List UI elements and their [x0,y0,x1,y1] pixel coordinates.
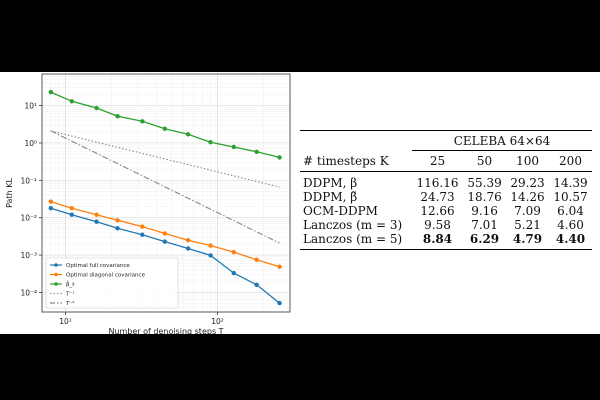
y-tick-label: 10⁻¹ [20,176,37,185]
data-point [140,232,145,237]
data-point [69,205,75,211]
legend-label: T⁻² [65,300,74,307]
table-cell: 7.01 [471,218,498,232]
legend-marker [54,282,58,286]
y-tick-label: 10⁻⁴ [20,288,37,297]
row-label: DDPM, β [303,176,358,190]
data-point [48,89,54,95]
table-row: DDPM, β 116.16 55.39 29.23 14.39 [300,172,592,191]
reference-line-t-inverse-square [50,130,280,244]
table-row: Lanczos (m = 5) 8.84 6.29 4.79 4.40 [300,232,592,250]
data-point [208,139,213,145]
data-point [115,218,120,223]
table-group-header: CELEBA 64×64 [411,130,592,151]
table-cell: 4.79 [506,232,549,250]
table-cell: 29.23 [510,176,545,190]
table-column-header-row: # timesteps K 25 50 100 200 [300,150,592,172]
y-axis-label: Path KL [5,178,14,208]
data-point [94,219,99,224]
data-point [231,270,236,276]
column-header: 25 [411,150,464,172]
legend-marker [54,272,58,277]
table-cell: 5.21 [514,218,541,232]
plot-frame [41,73,291,313]
x-tick-label: 10¹ [59,317,72,326]
row-label: Lanczos (m = 5) [300,232,412,250]
data-point [277,155,282,160]
legend-marker [54,263,58,267]
table-cell: 24.73 [420,190,455,204]
table-cell: 55.39 [467,176,502,190]
data-point [277,300,282,306]
table-cell: 12.66 [420,204,455,218]
data-point [140,119,145,124]
column-header: 50 [463,150,507,172]
row-label: OCM-DDPM [303,204,378,218]
table-cell: 14.39 [553,176,588,190]
data-point [231,249,236,255]
data-point [115,226,120,231]
data-point [185,132,191,137]
data-point [185,246,191,251]
table-cell: 18.76 [467,190,502,204]
data-point [254,149,259,155]
y-tick-label: 10⁻² [20,214,37,223]
legend-label: T⁻¹ [65,291,74,298]
legend-label: Optimal full covariance [66,263,130,269]
path-kl-chart: 10¹ 10² 10⁻⁴ 10⁻³ 10⁻² 10⁻¹ 10⁰ 10¹ Number of de… [5,73,291,334]
data-point [94,105,99,111]
table-row: OCM-DDPM 12.66 9.16 7.09 6.04 [300,204,592,218]
table-row: Lanczos (m = 3) 9.58 7.01 5.21 4.60 [300,218,592,232]
table-cell: 6.04 [557,204,584,218]
table-cell: 7.09 [514,204,541,218]
y-tick-label: 10⁻³ [20,251,37,260]
x-tick-label: 10² [211,317,224,326]
row-label: Lanczos (m = 3) [303,218,403,232]
table-cell: 4.40 [549,232,592,250]
table-group-header-row: CELEBA 64×64 [300,130,592,151]
table-cell: 14.26 [510,190,545,204]
data-point [115,113,120,119]
data-point [254,282,259,288]
column-header: 200 [549,150,592,172]
table-cell: 8.84 [411,232,464,250]
data-point [162,239,167,244]
table-cell: 4.60 [557,218,584,232]
column-header: 100 [506,150,549,172]
table-row-header-label: # timesteps K [300,150,412,172]
table-row: DDPM, β̃ 24.73 18.76 14.26 10.57 [300,190,592,204]
table-cell: 9.58 [424,218,451,232]
data-point [208,243,213,248]
table-cell: 6.29 [463,232,507,250]
y-tick-label: 10⁰ [24,139,37,148]
data-point [254,257,259,262]
table-cell: 116.16 [416,176,459,190]
y-tick-label: 10¹ [24,102,37,111]
data-point [94,212,99,217]
data-point [69,212,75,217]
data-point [48,199,54,204]
legend-box [45,257,179,309]
data-point [277,264,282,269]
row-label: DDPM, β̃ [303,190,358,204]
figure-panel: 10¹ 10² 10⁻⁴ 10⁻³ 10⁻² 10⁻¹ 10⁰ 10¹ Number of de… [0,72,600,334]
data-point [162,231,167,236]
legend-label: Optimal diagonal covariance [66,273,146,279]
reference-line-t-inverse [50,130,280,188]
table-cell: 10.57 [553,190,588,204]
data-point [69,99,75,104]
data-point [208,253,213,258]
data-point [140,224,145,229]
data-point [231,144,236,150]
x-axis-label: Number of denoising steps T [108,327,223,334]
data-point [48,205,54,211]
data-point [185,238,191,243]
data-point [162,126,167,131]
table-cell: 9.16 [471,204,498,218]
legend-label: β̃_t [66,281,75,288]
results-table: CELEBA 64×64 # timesteps K 25 50 100 200… [300,130,592,250]
